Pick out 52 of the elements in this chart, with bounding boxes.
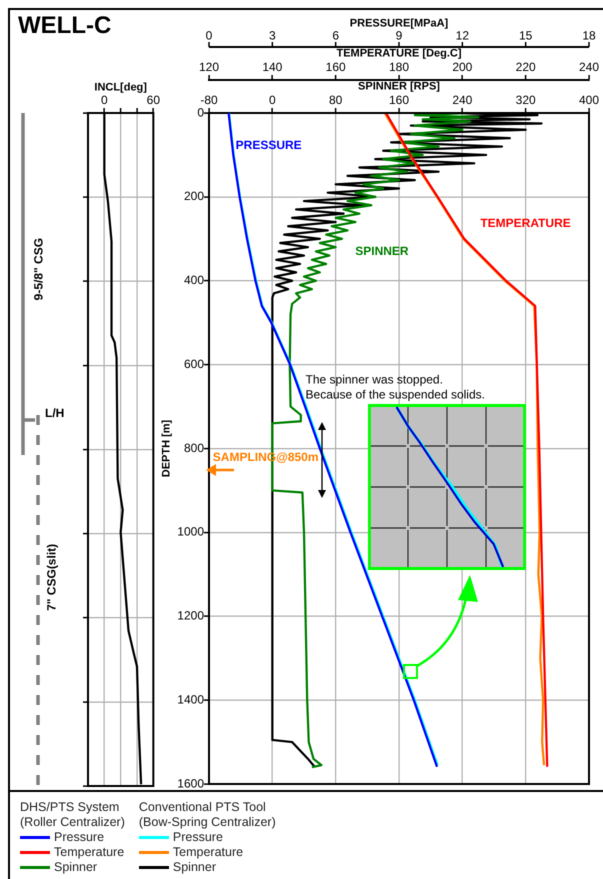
y-tick-label: 0: [197, 105, 204, 120]
legend-label: Pressure: [172, 830, 223, 845]
x-tick-label: 160: [388, 93, 410, 108]
x2-tick-label: 180: [388, 60, 410, 74]
annotation: PRESSURE: [236, 138, 302, 152]
x-tick-label: 9: [396, 28, 403, 42]
x-tick-label: 80: [328, 93, 343, 108]
chart-title: WELL-C: [18, 12, 112, 40]
x-tick-label: 0: [268, 93, 276, 108]
x-tick-label: 400: [578, 93, 600, 108]
x-axis-title: SPINNER [RPS]: [358, 80, 440, 93]
x-tick-label: 240: [452, 93, 473, 108]
y-axis-title: DEPTH [m]: [160, 419, 173, 478]
x-tick-label: 0: [100, 93, 108, 108]
legend-label: Spinner: [54, 860, 98, 875]
x2-tick-label: 140: [262, 60, 283, 74]
text: 9-5/8" CSG: [31, 238, 46, 300]
annotation: SPINNER: [355, 244, 409, 258]
x-tick-label: 15: [518, 28, 533, 42]
y-tick-label: 200: [184, 189, 204, 204]
x-tick-label: 320: [516, 93, 536, 108]
x2-tick-label: 120: [198, 60, 220, 74]
annotation: The spinner was stopped. Because of the suspended solids.: [306, 372, 485, 402]
x-tick-label: 6: [332, 28, 340, 42]
y-tick-label: 1200: [177, 608, 204, 623]
text: 7" CSG(slit): [44, 544, 58, 611]
x2-tick-label: 200: [452, 60, 473, 74]
x-tick-label: 18: [582, 28, 596, 42]
y-tick-label: 1400: [177, 692, 204, 706]
x-tick-label: -80: [200, 93, 218, 108]
x-tick-label: 60: [146, 93, 160, 108]
y-tick-label: 800: [184, 440, 204, 455]
annotation: TEMPERATURE: [480, 216, 571, 230]
y-tick-label: 400: [184, 273, 204, 288]
x2-axis-title: TEMPERATURE [Deg.C]: [336, 48, 462, 60]
y-tick-label: 1600: [177, 776, 204, 790]
x2-tick-label: 160: [326, 60, 346, 74]
x2-tick-label: 220: [516, 60, 536, 74]
legend-label: Temperature: [172, 845, 244, 860]
x-axis-title: INCL[deg]: [94, 82, 148, 94]
y-tick-label: 600: [184, 356, 204, 371]
text: DHS/PTS System (Roller Centralizer): [20, 800, 125, 829]
x2-tick-label: 240: [578, 60, 600, 74]
text: L/H: [45, 406, 64, 420]
x-tick-label: 3: [268, 28, 276, 42]
legend-label: Spinner: [172, 860, 216, 875]
legend-label: Temperature: [54, 845, 124, 860]
x-axis-title: PRESSURE[MPaA]: [350, 18, 449, 30]
legend-label: Pressure: [54, 830, 104, 845]
y-tick-label: 1000: [177, 524, 204, 539]
x-tick-label: 12: [456, 28, 470, 42]
text: Conventional PTS Tool (Bow-Spring Centralizer): [138, 800, 276, 829]
